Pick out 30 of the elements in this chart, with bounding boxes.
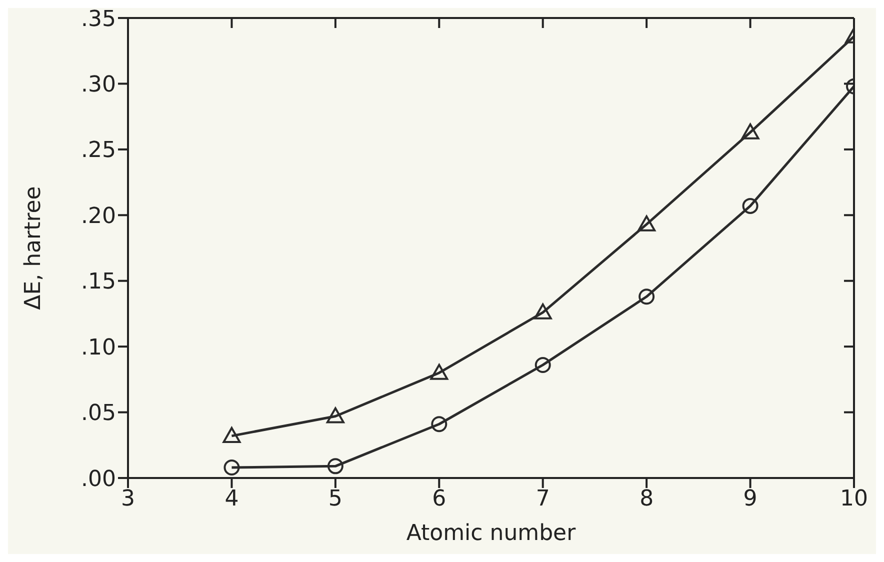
y-tick-label: .35 bbox=[81, 6, 116, 32]
point bbox=[534, 356, 551, 373]
x-tick-label: 7 bbox=[536, 486, 550, 512]
point bbox=[638, 288, 655, 305]
point bbox=[224, 459, 240, 476]
point bbox=[431, 416, 448, 432]
point bbox=[326, 407, 344, 424]
point bbox=[534, 303, 552, 320]
x-tick-label: 8 bbox=[640, 486, 654, 512]
x-axis-title: Atomic number bbox=[406, 521, 577, 546]
y-tick-label: .10 bbox=[81, 335, 116, 360]
point bbox=[742, 198, 758, 214]
y-axis-title: ΔE, hartree bbox=[20, 186, 46, 310]
point bbox=[222, 426, 241, 443]
y-tick-label: .15 bbox=[81, 270, 116, 295]
x-tick-label: 6 bbox=[432, 486, 446, 512]
point bbox=[327, 458, 344, 474]
x-tick-label: 3 bbox=[121, 486, 135, 512]
point bbox=[741, 123, 760, 140]
y-tick-label: .30 bbox=[81, 72, 116, 98]
point bbox=[638, 215, 656, 232]
x-tick-label: 5 bbox=[328, 486, 342, 512]
y-tick-label: .25 bbox=[81, 138, 116, 164]
y-tick-label: .05 bbox=[81, 401, 116, 426]
x-tick-label: 9 bbox=[743, 486, 758, 512]
y-tick-label: .20 bbox=[81, 204, 116, 229]
y-tick-label: .00 bbox=[81, 466, 116, 492]
x-tick-label: 10 bbox=[840, 486, 868, 512]
point bbox=[430, 364, 448, 380]
x-tick-label: 4 bbox=[224, 486, 239, 512]
